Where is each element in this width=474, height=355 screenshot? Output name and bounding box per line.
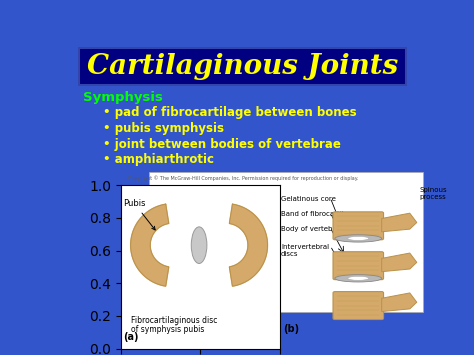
- Ellipse shape: [348, 276, 369, 280]
- Text: Intervertebral
discs: Intervertebral discs: [281, 244, 329, 257]
- Text: (a): (a): [123, 332, 139, 342]
- Polygon shape: [229, 204, 267, 286]
- Ellipse shape: [335, 235, 382, 242]
- Text: Body of vertebra: Body of vertebra: [281, 226, 339, 232]
- FancyBboxPatch shape: [333, 291, 383, 320]
- Text: Fibrocartilaginous disc: Fibrocartilaginous disc: [131, 316, 217, 325]
- Text: Gelatinous core: Gelatinous core: [281, 196, 336, 202]
- Text: • pad of fibrocartilage between bones: • pad of fibrocartilage between bones: [103, 106, 357, 119]
- FancyBboxPatch shape: [333, 252, 383, 280]
- Text: • amphiarthrotic: • amphiarthrotic: [103, 153, 214, 166]
- FancyBboxPatch shape: [333, 212, 383, 240]
- FancyBboxPatch shape: [80, 48, 406, 85]
- Polygon shape: [382, 213, 417, 232]
- Text: Symphysis: Symphysis: [83, 91, 163, 104]
- Text: • pubis symphysis: • pubis symphysis: [103, 122, 224, 135]
- Ellipse shape: [335, 275, 382, 282]
- Text: of symphysis pubis: of symphysis pubis: [131, 324, 204, 334]
- Polygon shape: [382, 253, 417, 272]
- Ellipse shape: [348, 236, 369, 240]
- Text: (b): (b): [283, 324, 300, 334]
- Text: • joint between bodies of vertebrae: • joint between bodies of vertebrae: [103, 137, 341, 151]
- FancyBboxPatch shape: [149, 173, 423, 312]
- Text: Copyright © The McGraw-Hill Companies, Inc. Permission required for reproduction: Copyright © The McGraw-Hill Companies, I…: [128, 175, 358, 181]
- Text: Cartilaginous Joints: Cartilaginous Joints: [87, 53, 399, 80]
- Polygon shape: [382, 293, 417, 312]
- Polygon shape: [131, 204, 169, 286]
- Ellipse shape: [191, 227, 207, 263]
- Text: Band of fibrocartilage: Band of fibrocartilage: [281, 211, 356, 217]
- Text: Spinous
process: Spinous process: [419, 187, 447, 200]
- Text: Pubis: Pubis: [123, 199, 155, 230]
